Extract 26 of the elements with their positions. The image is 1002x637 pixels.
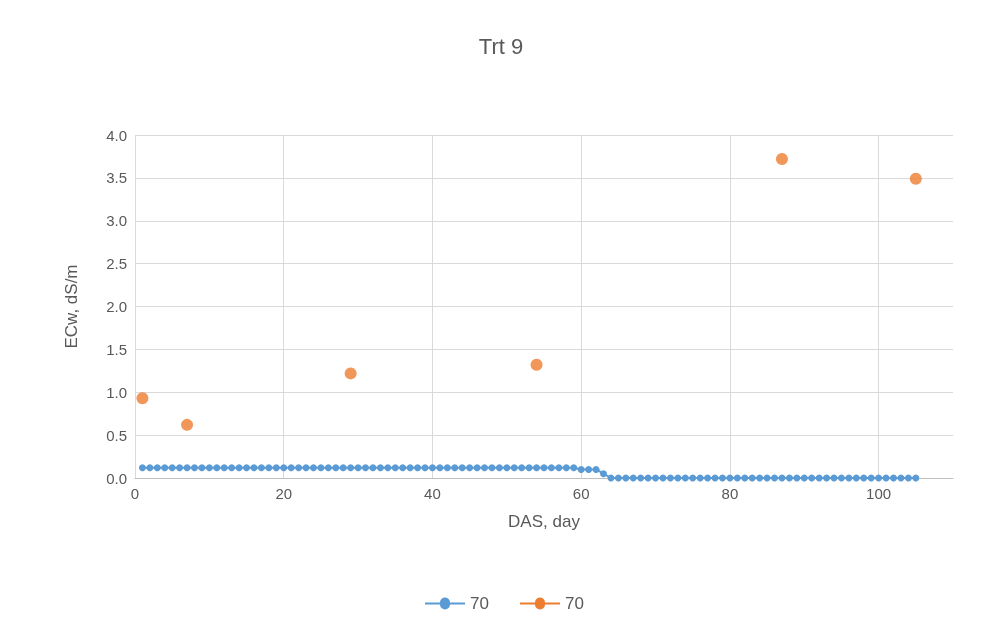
y-tick-label: 2.5 <box>106 255 127 273</box>
point <box>909 172 922 185</box>
x-tick-label: 60 <box>572 485 590 502</box>
point <box>530 358 543 371</box>
y-tick-label: 4.0 <box>106 126 127 144</box>
y-tick-label: 0.5 <box>106 426 127 444</box>
y-tick-label: 2.0 <box>106 298 127 315</box>
y-tick-label: 1.0 <box>106 383 127 401</box>
legend-label: 70 <box>565 594 584 613</box>
x-tick-label: 0 <box>130 485 140 502</box>
x-tick-label: 80 <box>721 485 739 502</box>
point <box>775 153 788 166</box>
point <box>181 418 194 431</box>
y-tick-label: 1.5 <box>106 340 127 358</box>
y-tick-label: 3.0 <box>106 212 127 230</box>
point <box>136 392 149 405</box>
x-axis-title: DAS, day <box>508 512 581 531</box>
point <box>344 367 357 380</box>
x-tick-label: 20 <box>275 485 293 502</box>
y-axis-title: ECw, dS/m <box>62 264 81 349</box>
chart-title: Trt 9 <box>478 33 524 59</box>
y-tick-label: 3.5 <box>106 169 127 187</box>
x-tick-label: 100 <box>866 485 892 502</box>
legend-label: 70 <box>470 594 489 613</box>
x-tick-label: 40 <box>424 485 441 502</box>
y-tick-label: 0.0 <box>106 469 127 487</box>
